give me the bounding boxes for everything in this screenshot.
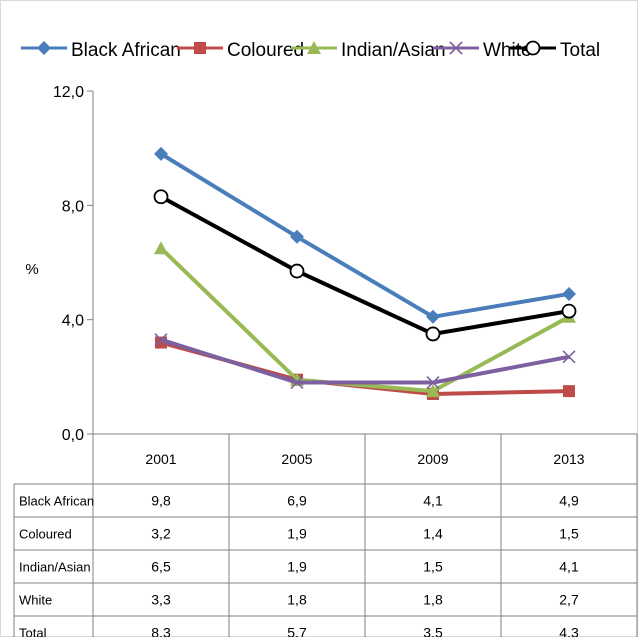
x-tick-label: 2009 <box>417 451 448 467</box>
data-label: 9,8 <box>151 493 171 509</box>
table-row: Total 8,3 5,7 3,5 4,3 <box>19 625 579 641</box>
x-tick-label: 2005 <box>281 451 312 467</box>
table-row-header: Black African <box>19 494 94 509</box>
data-label: 3,2 <box>151 526 171 542</box>
data-point <box>290 375 304 390</box>
y-tick-label: 4,0 <box>62 313 84 330</box>
data-point <box>154 146 168 161</box>
plot-area <box>153 146 577 400</box>
data-label: 1,8 <box>423 592 443 608</box>
legend-label: Indian/Asian <box>341 40 446 61</box>
data-label: 5,7 <box>287 625 307 638</box>
legend-item-black-african: Black African <box>21 40 181 61</box>
y-axis-label: % <box>25 261 38 278</box>
table-row: White 3,3 1,8 1,8 2,7 <box>19 592 579 608</box>
data-point <box>561 303 577 319</box>
data-label: 1,4 <box>423 526 443 542</box>
data-label: 1,5 <box>423 559 443 575</box>
y-tick-label: 0,0 <box>62 427 84 444</box>
legend-item-indian-asian: Indian/Asian <box>291 40 446 61</box>
data-point <box>154 241 168 255</box>
legend-marker-x-icon <box>449 41 463 55</box>
x-tick-label: 2013 <box>553 451 584 467</box>
legend-marker-circle-icon <box>525 40 541 56</box>
data-point <box>426 375 440 390</box>
data-point <box>289 263 305 279</box>
series-line <box>160 195 570 336</box>
data-label: 1,8 <box>287 592 307 608</box>
series-line <box>160 337 570 385</box>
data-point <box>290 229 304 244</box>
data-point <box>426 384 440 398</box>
data-label: 4,1 <box>559 559 579 575</box>
table-row-header: Indian/Asian <box>19 560 91 575</box>
legend-marker-square-icon <box>194 42 206 54</box>
data-label: 6,9 <box>287 493 307 509</box>
table-row-header: Coloured <box>19 527 72 542</box>
data-label: 4,9 <box>559 493 579 509</box>
data-point <box>154 333 168 347</box>
data-label: 1,5 <box>559 526 579 542</box>
legend-label: Black African <box>71 40 181 61</box>
legend-marker-diamond-icon <box>37 41 51 55</box>
data-label: 1,9 <box>287 526 307 542</box>
legend: Black African Coloured Indian/Asian White To… <box>21 40 600 61</box>
data-point <box>153 189 169 205</box>
data-point <box>563 385 575 398</box>
legend-marker-triangle-icon <box>307 41 321 54</box>
legend-label: Coloured <box>227 40 304 61</box>
data-label: 2,7 <box>559 592 579 608</box>
legend-item-white: White <box>433 40 532 61</box>
legend-label: White <box>483 40 532 61</box>
data-point <box>562 286 576 301</box>
data-label: 8,3 <box>151 625 171 638</box>
x-tick-label: 2001 <box>145 451 176 467</box>
series-line <box>159 246 570 394</box>
series-line <box>159 152 570 319</box>
data-label: 3,3 <box>151 592 171 608</box>
data-point <box>426 309 440 324</box>
table-row-header: White <box>19 593 52 608</box>
table-row: Coloured 3,2 1,9 1,4 1,5 <box>19 526 579 542</box>
y-tick-label: 8,0 <box>62 198 84 215</box>
series-total <box>153 189 577 342</box>
legend-label: Total <box>560 40 600 61</box>
series-white <box>154 333 576 390</box>
y-tick-label: 12,0 <box>53 84 84 101</box>
table-row: Indian/Asian 6,5 1,9 1,5 4,1 <box>19 559 579 575</box>
data-label: 1,9 <box>287 559 307 575</box>
data-label: 3,5 <box>423 625 443 638</box>
table-row-header: Total <box>19 626 47 638</box>
table-row: Black African 9,8 6,9 4,1 4,9 <box>19 493 579 509</box>
data-table: 2001 2005 2009 2013 Black African 9,8 6,9 4,1 4,… <box>13 433 638 642</box>
series-black-african <box>154 146 576 324</box>
data-label: 4,3 <box>559 625 579 638</box>
legend-item-total: Total <box>510 40 600 61</box>
data-point <box>562 350 576 364</box>
data-label: 4,1 <box>423 493 443 509</box>
data-label: 6,5 <box>151 559 171 575</box>
data-point <box>425 326 441 342</box>
legend-item-coloured: Coloured <box>177 40 304 61</box>
